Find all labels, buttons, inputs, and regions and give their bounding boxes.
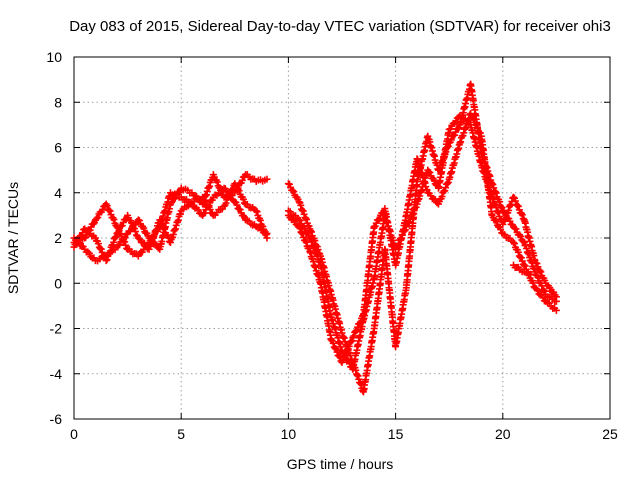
data-point	[91, 234, 109, 261]
data-point	[434, 178, 452, 208]
y-tick-label: 4	[54, 185, 62, 201]
data-point	[392, 286, 410, 351]
data-point	[102, 233, 120, 265]
data-point	[81, 245, 98, 262]
series-7	[510, 261, 535, 279]
data-point	[381, 205, 399, 266]
data-point	[263, 175, 271, 183]
data-point	[252, 207, 270, 239]
data-point	[413, 155, 431, 194]
data-point	[467, 110, 484, 137]
data-point	[91, 201, 109, 224]
y-tick-label: -6	[50, 411, 63, 427]
data-point	[295, 223, 313, 252]
y-tick-label: -2	[50, 321, 63, 337]
y-tick-label: 0	[54, 275, 62, 291]
data-point	[510, 239, 527, 268]
data-point	[359, 224, 378, 319]
data-point	[499, 194, 517, 228]
data-point	[370, 248, 389, 332]
data-point	[145, 219, 163, 253]
data-point	[527, 270, 535, 278]
data-point	[124, 211, 141, 240]
data-point	[242, 200, 258, 214]
data-point	[295, 198, 313, 230]
data-point	[424, 189, 441, 207]
data-point	[531, 284, 548, 305]
data-point	[177, 184, 194, 197]
data-point	[263, 234, 271, 242]
y-tick-label: 10	[46, 49, 62, 65]
chart-title: Day 083 of 2015, Sidereal Day-to-day VTE…	[69, 18, 611, 35]
data-point	[424, 166, 441, 189]
y-tick-label: 8	[54, 94, 62, 110]
data-point	[327, 313, 345, 354]
data-point	[317, 261, 335, 319]
data-point	[477, 132, 496, 218]
series-3	[70, 180, 271, 265]
data-point	[199, 193, 216, 218]
x-axis-label: GPS time / hours	[287, 456, 394, 472]
y-tick-label: -4	[50, 366, 63, 382]
series-6	[284, 110, 560, 366]
x-tick-label: 20	[495, 426, 511, 442]
data-point	[242, 171, 258, 183]
data-point	[445, 141, 463, 183]
data-point	[338, 337, 356, 366]
data-point	[113, 230, 130, 251]
data-point	[327, 336, 345, 365]
data-point	[370, 207, 388, 231]
data-point	[284, 180, 302, 203]
data-point	[434, 129, 453, 192]
data-point	[209, 205, 226, 219]
data-point	[166, 210, 184, 247]
y-tick-label: 2	[54, 230, 62, 246]
data-point	[220, 181, 238, 210]
data-point	[81, 225, 98, 240]
tick-labels: 0 5 10 15 20 25 -6 -4 -2 0 2 4 6 8 10	[46, 49, 618, 442]
data-point	[102, 200, 120, 229]
data-point	[134, 216, 152, 240]
x-tick-label: 0	[70, 426, 78, 442]
data-point	[456, 81, 474, 129]
x-tick-label: 5	[177, 426, 185, 442]
data-point	[359, 328, 378, 396]
data-point	[252, 176, 269, 185]
x-tick-label: 25	[602, 426, 618, 442]
data-point	[231, 198, 248, 221]
y-tick-label: 6	[54, 140, 62, 156]
y-axis-label: SDTVAR / TECUs	[5, 182, 21, 294]
data-series	[70, 80, 560, 396]
data-point	[552, 293, 560, 301]
x-tick-label: 10	[281, 426, 297, 442]
data-point	[166, 187, 184, 208]
data-point	[231, 180, 248, 207]
data-point	[552, 306, 560, 314]
x-tick-label: 15	[388, 426, 404, 442]
